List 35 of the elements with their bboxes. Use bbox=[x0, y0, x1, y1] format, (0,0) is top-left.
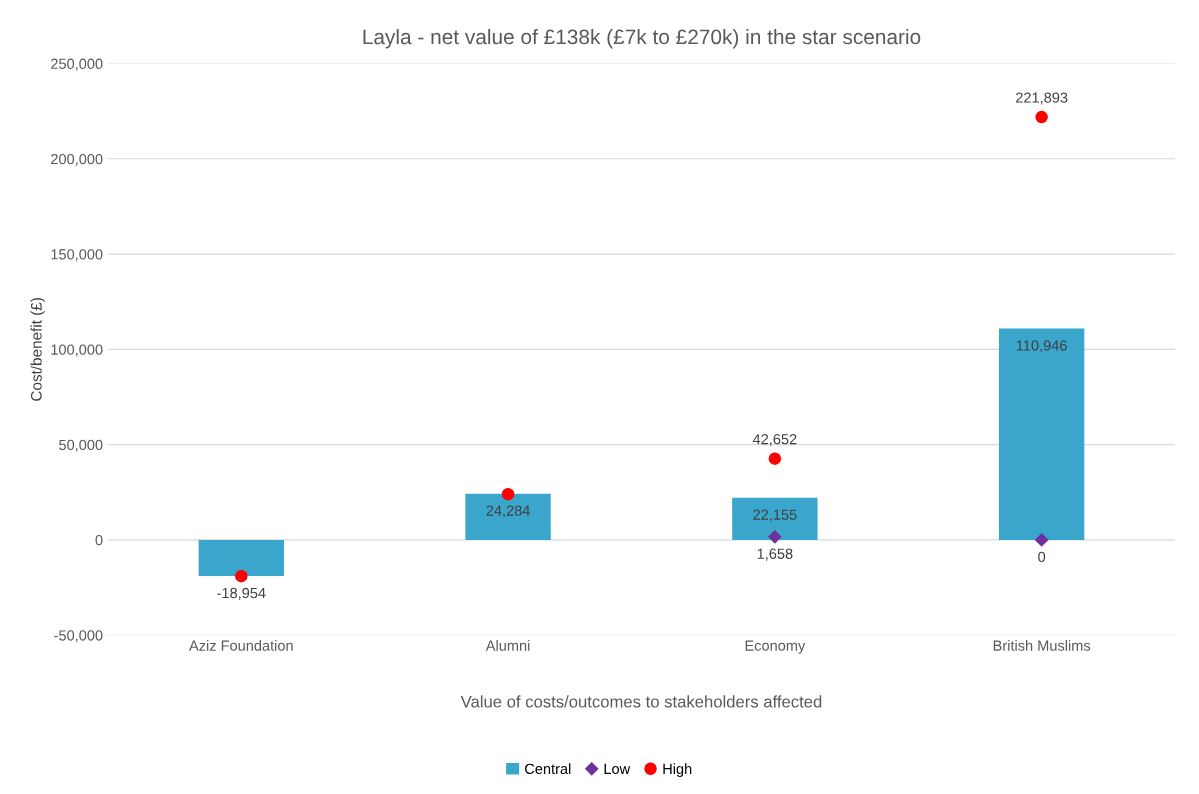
bar bbox=[198, 539, 284, 577]
data-label: 42,652 bbox=[752, 434, 797, 447]
point bbox=[501, 487, 515, 501]
x-tick-label: Economy bbox=[745, 640, 806, 654]
chart-title: Layla - net value of £138k (£7k to £270k) in the star scenario bbox=[363, 28, 921, 49]
data-label: 110,946 bbox=[1016, 340, 1067, 353]
legend-label: High bbox=[663, 763, 692, 777]
bar bbox=[998, 328, 1085, 540]
x-tick-label: Alumni bbox=[485, 640, 530, 651]
data-label: 0 bbox=[1038, 551, 1046, 563]
y-axis-title: Cost/benefit (£) bbox=[30, 298, 45, 401]
data-label: 22,155 bbox=[753, 509, 797, 522]
point bbox=[768, 530, 782, 544]
data-label: 1,658 bbox=[757, 548, 793, 561]
point bbox=[235, 569, 248, 583]
y-tick-label: 0 bbox=[95, 535, 103, 546]
data-label: 24,284 bbox=[486, 505, 530, 518]
legend-label: Central bbox=[525, 763, 571, 775]
y-tick-label: 200,000 bbox=[51, 153, 103, 166]
y-tick-label: 150,000 bbox=[51, 249, 103, 262]
point bbox=[1035, 533, 1049, 547]
bar bbox=[465, 493, 551, 540]
y-tick-label: 50,000 bbox=[59, 439, 103, 452]
y-tick-label: 250,000 bbox=[51, 58, 103, 71]
y-tick-label: -50,000 bbox=[54, 630, 103, 643]
data-label: -18,954 bbox=[217, 587, 266, 600]
data-label: 221,893 bbox=[1016, 92, 1068, 105]
x-axis-title: Value of costs/outcomes to stakeholders affected bbox=[460, 695, 822, 708]
x-tick-label: Aziz Foundation bbox=[189, 640, 293, 651]
point bbox=[768, 452, 782, 465]
y-tick-label: 100,000 bbox=[51, 344, 103, 357]
x-tick-label: British Muslims bbox=[993, 640, 1091, 651]
legend-label: Low bbox=[604, 763, 631, 775]
point bbox=[1035, 110, 1048, 124]
bar bbox=[732, 497, 818, 540]
